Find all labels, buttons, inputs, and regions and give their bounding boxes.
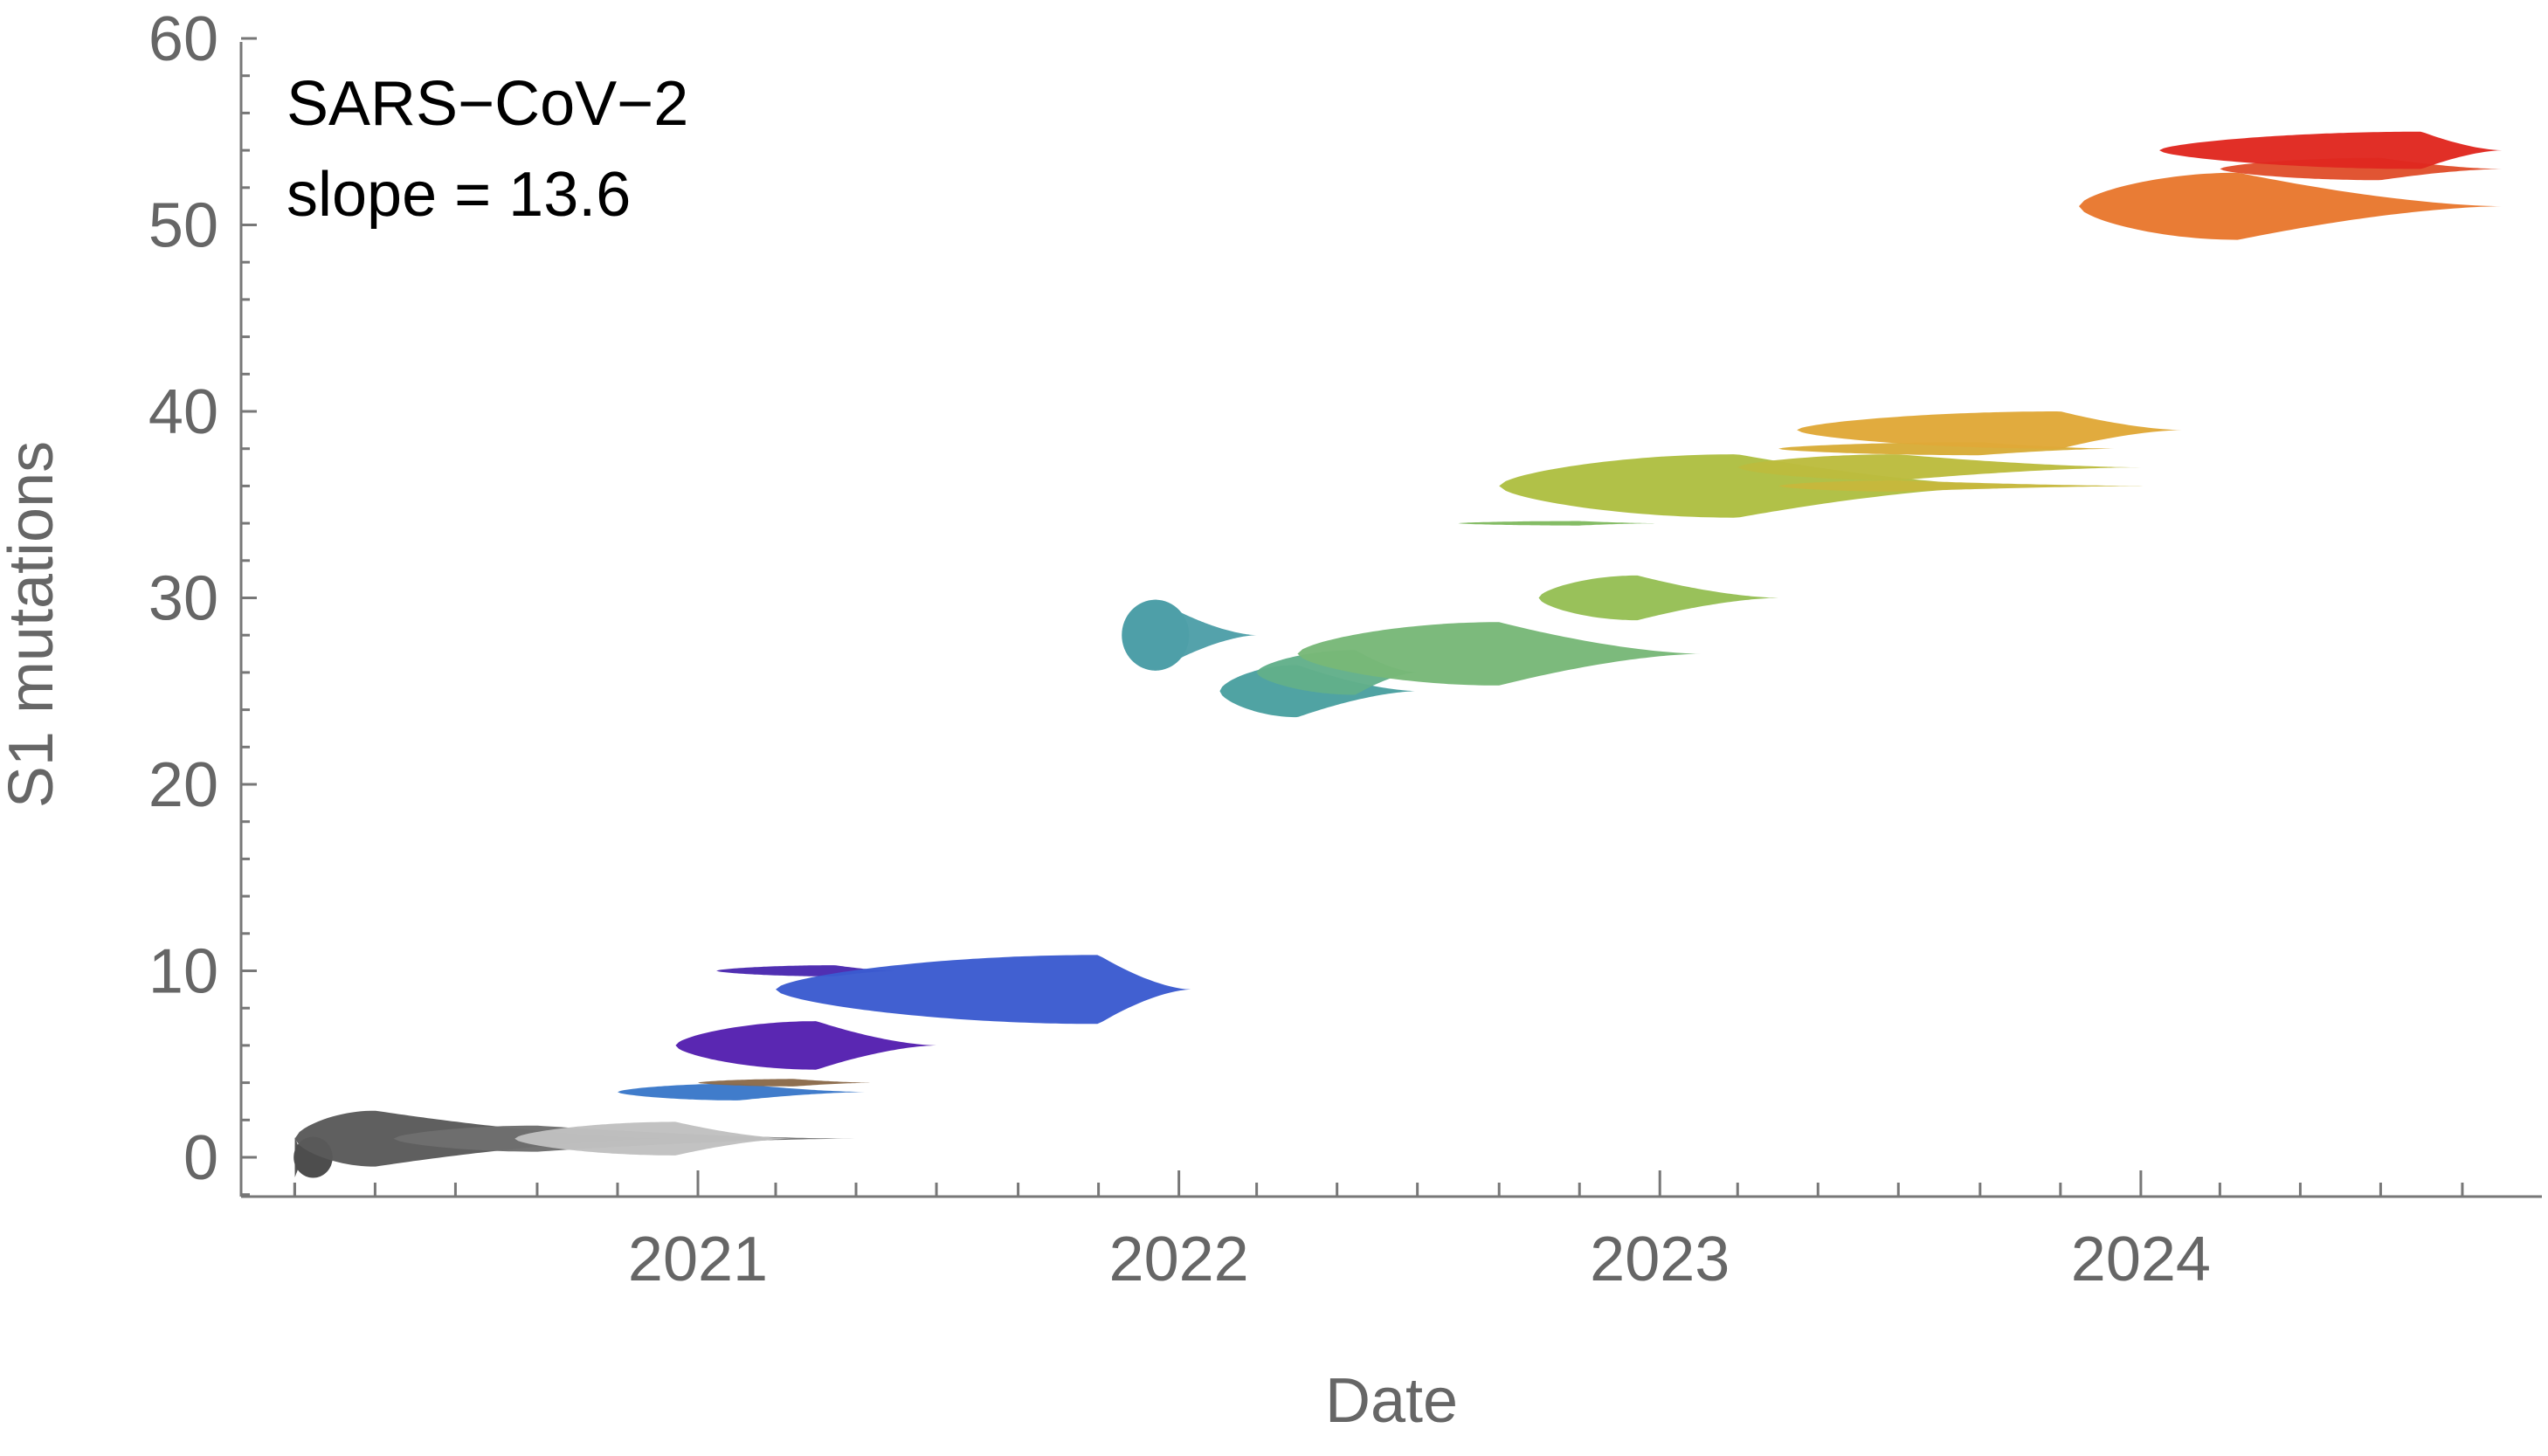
y-tick-label: 20 [148,750,218,820]
annotation-slope: slope = 13.6 [287,160,631,230]
lineage-violin [1297,622,1701,686]
lineage-violin [1538,575,1778,621]
lineage-violin [1778,442,2119,456]
lineage-violin [514,1121,795,1156]
lineage-violin [698,1079,875,1087]
lineage-violin [675,1021,936,1070]
x-tick-label: 2022 [1109,1225,1249,1294]
violin-layer [293,131,2503,1178]
axes: 0 10 20 30 40 50 60 2021 2022 2023 2024 [148,4,2542,1294]
x-axis-title: Date [1325,1366,1458,1436]
y-tick-label: 50 [148,191,218,261]
y-tick-label: 0 [183,1123,218,1193]
lineage-violin [1737,454,2141,480]
lineage-violin [1778,480,2153,492]
lineage-violin [2159,131,2503,169]
y-tick-label: 30 [148,564,218,634]
x-tick-label: 2023 [1590,1225,1730,1294]
x-tick-label: 2024 [2071,1225,2211,1294]
y-ticks: 0 10 20 30 40 50 60 [148,4,257,1197]
y-tick-label: 10 [148,937,218,1007]
lineage-violin [2079,172,2503,240]
lineage-violin [1797,411,2182,449]
y-tick-label: 60 [148,4,218,74]
x-tick-label: 2021 [628,1225,768,1294]
y-axis-title: S1 mutations [0,441,66,808]
y-tick-label: 40 [148,377,218,447]
lineage-violin [1458,521,1661,526]
lineage-violin [776,955,1191,1025]
annotation-virus: SARS−CoV−2 [287,69,688,139]
lineage-violin [1499,454,2020,518]
x-ticks: 2021 2022 2023 2024 [293,1170,2464,1294]
lineage-violin [618,1083,868,1101]
lineage-violin-cap [1122,599,1190,671]
